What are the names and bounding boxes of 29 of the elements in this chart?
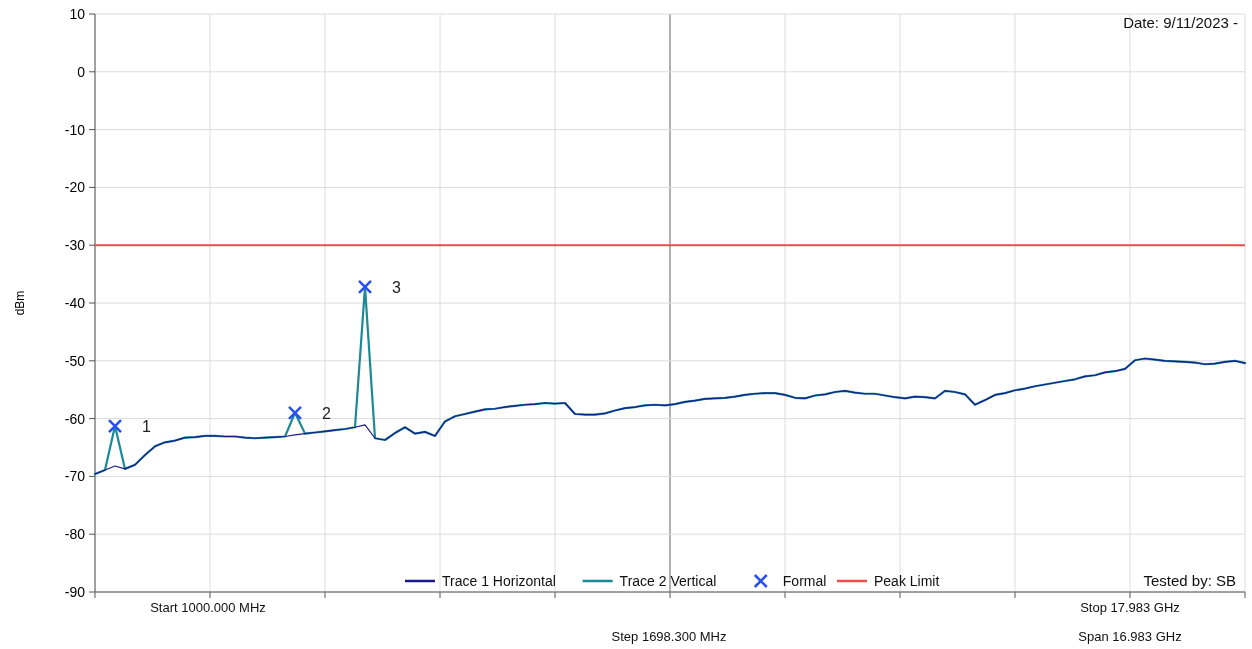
y-tick-label: -30 (64, 237, 86, 254)
point (107, 418, 123, 434)
text: Span 16.983 GHz (1078, 629, 1182, 644)
point (287, 405, 303, 421)
legend-label: Formal (782, 573, 827, 589)
legend-label: Trace 2 Vertical (619, 573, 717, 589)
y-tick-label: 0 (77, 63, 86, 80)
legend-label: Peak Limit (874, 573, 940, 589)
y-tick-label: -20 (64, 179, 86, 196)
y-tick-label: -80 (64, 526, 86, 543)
annotation: 1 (142, 418, 151, 436)
y-tick-label: 10 (69, 6, 86, 22)
point (357, 279, 373, 295)
annotation: Tested by: SB (1143, 572, 1236, 589)
y-tick-label: -40 (64, 295, 86, 311)
text: Stop 17.983 GHz (1080, 600, 1180, 615)
y-tick-label: -50 (64, 352, 86, 369)
annotation: Date: 9/11/2023 - (1123, 14, 1238, 31)
annotation: 2 (322, 404, 331, 422)
line-series (94, 357, 1246, 475)
text: Start 1000.000 MHz (150, 600, 266, 615)
y-tick-label: -70 (64, 468, 86, 485)
y-tick-label: -10 (64, 121, 86, 138)
text: Step 1698.300 MHz (611, 629, 727, 644)
annotation: 3 (392, 278, 401, 296)
legend-label: Trace 1 Horizontal (442, 573, 556, 589)
y-axis-title: dBm (13, 290, 27, 316)
y-tick-label: -60 (64, 410, 86, 427)
y-tick-label: -90 (64, 584, 86, 600)
